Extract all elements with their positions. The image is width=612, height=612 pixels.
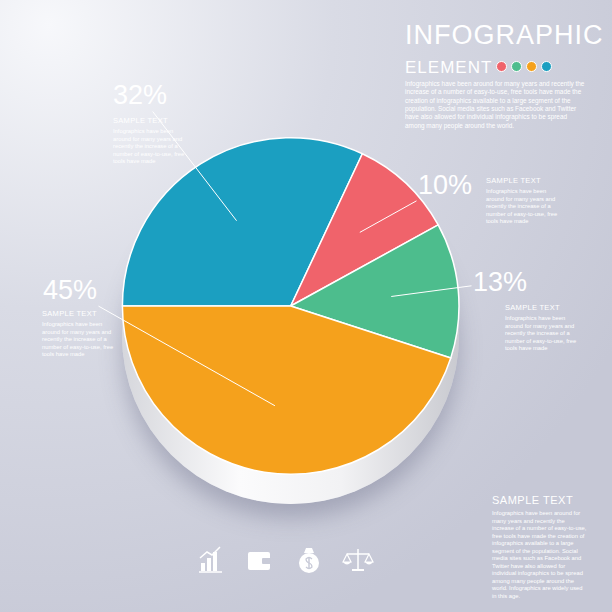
html-text:Infographics have been around: Infographics have been around for many y… <box>486 188 558 225</box>
html-text:Infographics have been around: Infographics have been around for many y… <box>42 321 114 358</box>
svg-text:45%: 45% <box>43 275 97 305</box>
html-text:ELEMENT: ELEMENT <box>405 58 493 77</box>
html-text:SAMPLE TEXT: SAMPLE TEXT <box>486 176 541 185</box>
html-text:SAMPLE TEXT: SAMPLE TEXT <box>42 309 97 318</box>
html-text:INFOGRAPHIC: INFOGRAPHIC <box>405 20 604 50</box>
html-text:SAMPLE TEXT: SAMPLE TEXT <box>113 116 168 125</box>
html-text:Infographics have been around: Infographics have been around for many y… <box>113 128 185 165</box>
svg-text:32%: 32% <box>113 80 167 110</box>
html-text:Infographics have been around: Infographics have been around for many y… <box>405 80 585 129</box>
html-text:SAMPLE TEXT: SAMPLE TEXT <box>505 303 560 312</box>
svg-text:13%: 13% <box>473 267 527 297</box>
svg-text:10%: 10% <box>418 170 472 200</box>
html-text:Infographics have been around: Infographics have been around for many y… <box>492 510 587 599</box>
html-text:Infographics have been around: Infographics have been around for many y… <box>505 315 577 352</box>
html-text:SAMPLE TEXT: SAMPLE TEXT <box>492 494 574 506</box>
